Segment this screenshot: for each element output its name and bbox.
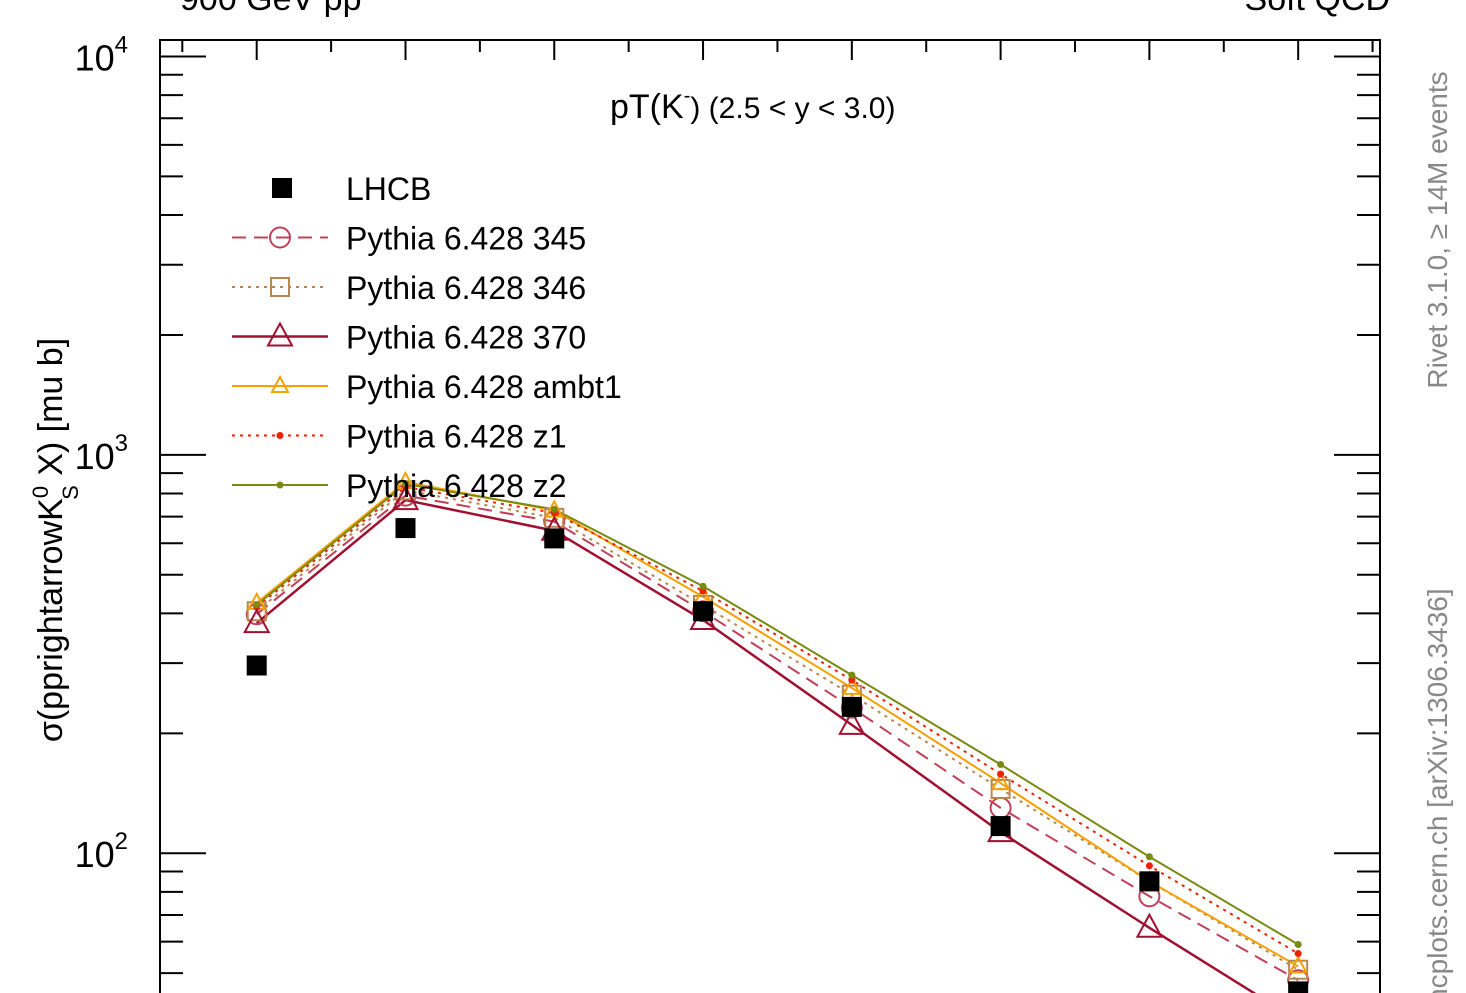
data-point (997, 761, 1005, 769)
legend-marker (266, 321, 294, 347)
data-point (1145, 853, 1153, 861)
legend-marker (276, 481, 284, 489)
data-point (842, 676, 862, 695)
legend-marker (276, 432, 284, 439)
data-point (401, 480, 409, 488)
legend-label: Pythia 6.428 370 (346, 320, 586, 356)
data-point (841, 696, 862, 717)
data-point (253, 601, 261, 609)
series-line (256, 489, 1299, 971)
svg-text:Rivet 3.1.0, ≥ 14M events: Rivet 3.1.0, ≥ 14M events (1422, 71, 1453, 388)
y-tick-label: 102 (75, 828, 128, 875)
data-point (990, 816, 1011, 837)
data-point (395, 518, 416, 539)
data-point (1135, 912, 1164, 938)
data-point (699, 582, 707, 590)
data-point (1288, 955, 1308, 974)
header-left: 900 GeV pp (180, 0, 361, 18)
side-label-arxiv: mcplots.cern.ch [arXiv:1306.3436] (1422, 588, 1453, 993)
data-point (699, 587, 707, 595)
series-line (255, 498, 1257, 993)
series-line (256, 482, 1299, 946)
legend-marker (269, 226, 291, 249)
data-point (1139, 871, 1160, 892)
legend: LHCB Pythia 6.428 345 Pythia 6.428 346 Pyth… (232, 171, 622, 504)
series-line (256, 494, 1299, 982)
data-point (1145, 862, 1153, 870)
series-line (256, 480, 1299, 968)
axis-ticks (160, 40, 1380, 975)
plot-frame (159, 39, 1381, 993)
header-right: Soft QCD (1245, 0, 1390, 18)
data-point (1294, 941, 1302, 949)
y-tick-label: 103 (75, 430, 128, 477)
data-point (990, 771, 1011, 791)
chart-title: pT(K-) (2.5 < y < 3.0) (610, 85, 895, 126)
data-point (246, 655, 267, 676)
series-lines (255, 480, 1299, 993)
legend-label: Pythia 6.428 346 (346, 270, 586, 306)
data-point (848, 671, 856, 679)
data-point (391, 484, 420, 511)
legend-marker (272, 178, 292, 198)
svg-text:mcplots.cern.ch [arXiv:1306.34: mcplots.cern.ch [arXiv:1306.3436] (1422, 588, 1453, 993)
legend-marker (270, 374, 290, 393)
legend-label: Pythia 6.428 z1 (346, 419, 567, 455)
data-point (550, 505, 558, 513)
series-markers (243, 470, 1310, 993)
data-point (1288, 981, 1309, 993)
series-line (256, 486, 1299, 955)
data-point (544, 528, 565, 549)
data-point (838, 709, 866, 735)
data-point (848, 676, 856, 684)
side-label-rivet: Rivet 3.1.0, ≥ 14M events (1422, 71, 1453, 388)
y-tick-label: 104 (75, 31, 128, 78)
legend-label: Pythia 6.428 ambt1 (346, 369, 622, 405)
data-point (243, 608, 271, 634)
legend-label: LHCB (346, 171, 431, 207)
data-point (1288, 959, 1309, 980)
data-point (1294, 950, 1302, 958)
data-point (693, 601, 714, 622)
y-tick-labels: 102 103 104 (75, 31, 128, 875)
legend-marker (270, 277, 290, 297)
data-point (997, 770, 1005, 778)
legend-label: Pythia 6.428 z2 (346, 468, 567, 504)
legend-label: Pythia 6.428 345 (346, 221, 586, 257)
y-axis-label: σ(pprightarrowK0 S X) [mu b] (28, 338, 83, 742)
